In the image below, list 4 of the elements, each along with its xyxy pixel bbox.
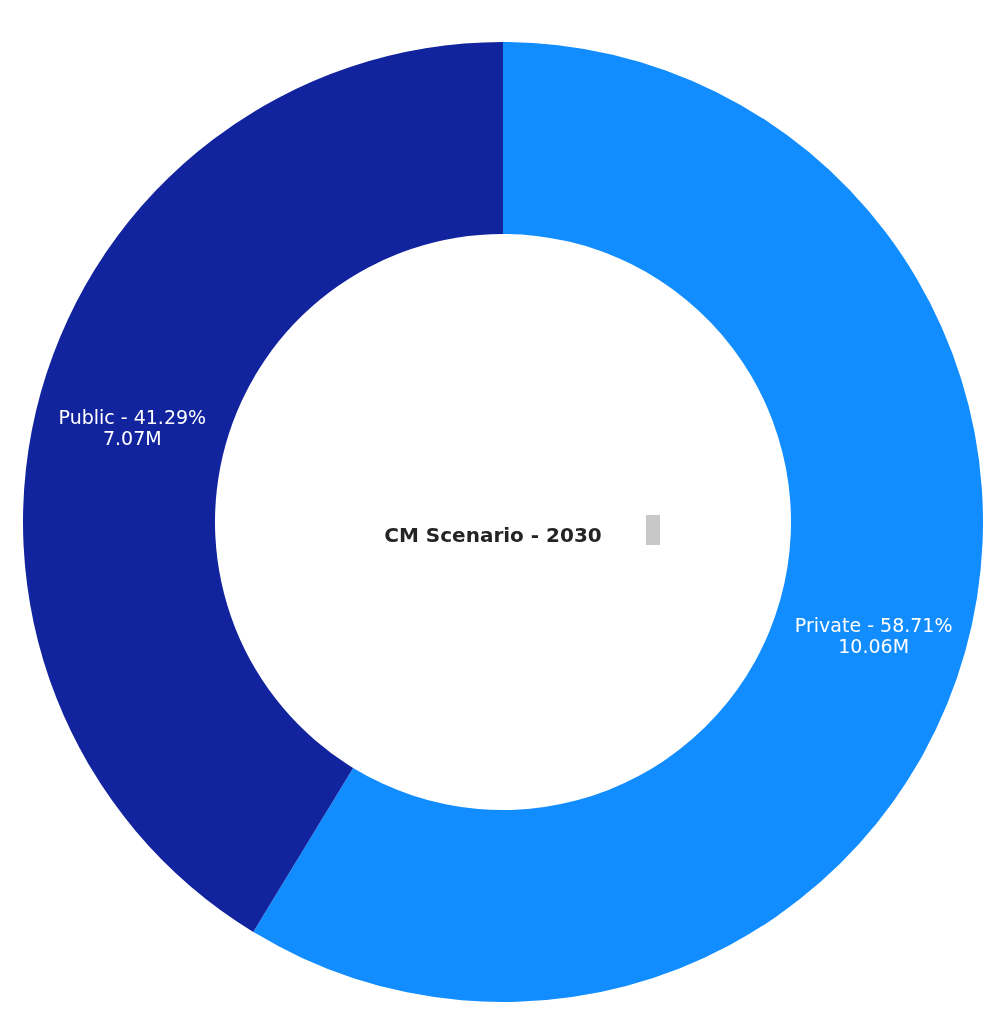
slice-label: Private - 58.71% 10.06M — [794, 614, 953, 658]
donut-slice — [253, 42, 983, 1002]
text: CM Scenario - 2030 — [384, 523, 602, 547]
slice-label: Public - 41.29% 7.07M — [58, 405, 207, 449]
